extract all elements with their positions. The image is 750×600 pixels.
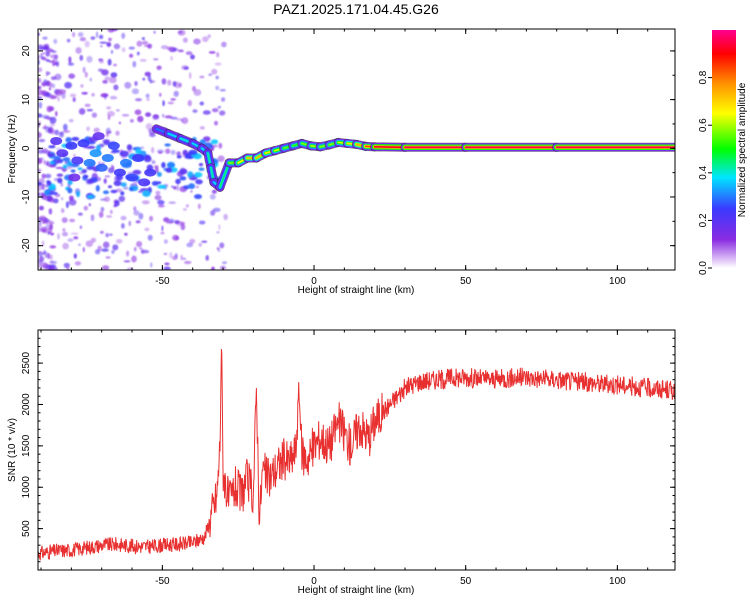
y-tick-label: 0 (21, 145, 32, 151)
colorbar-tick-label: 0.2 (698, 213, 709, 227)
spectral-blob (92, 132, 105, 141)
spectral-blob (107, 141, 120, 150)
y-tick-label: 2500 (21, 352, 32, 375)
spectral-blob (83, 158, 96, 167)
spectral-blob (89, 149, 102, 158)
colorbar-tick-label: 0.0 (698, 261, 709, 275)
spectrogram-frame (37, 28, 676, 271)
colorbar-label: Normalized spectral amplitude (737, 82, 748, 217)
x-tick-label: 50 (460, 576, 472, 587)
y-tick-label: 2000 (21, 393, 32, 416)
noise-speckle (38, 29, 228, 270)
snr-axis-ticks: -50 0 50 100 500 1000 1500 2000 2500 (21, 329, 675, 587)
x-tick-label: 0 (311, 576, 317, 587)
spectral-blob (68, 173, 81, 182)
y-tick-label: -20 (21, 238, 32, 253)
spectral-blob (50, 137, 63, 145)
ridge-layer (151, 124, 675, 192)
snr-frame (37, 329, 676, 571)
spectral-blob (138, 178, 151, 187)
spectrogram-axis-ticks: -50 0 50 100 -20 -10 0 10 20 (21, 29, 675, 287)
snr-xlabel: Height of straight line (km) (298, 585, 415, 596)
colorbar: 0.0 0.2 0.4 0.6 0.8 Normalized spectral ampl… (698, 30, 748, 275)
spectral-blob (71, 156, 84, 165)
snr-ylabel: SNR (10 * v/v) (7, 418, 18, 482)
snr-panel: -50 0 50 100 500 1000 1500 2000 2500 Height of s… (7, 329, 676, 596)
blob-layer (50, 132, 157, 187)
spectrogram-plot-area (38, 29, 675, 270)
spectral-blob (65, 141, 78, 150)
colorbar-gradient (712, 30, 736, 268)
spectral-blob (101, 154, 114, 162)
spectrogram-ylabel: Frequency (Hz) (7, 115, 18, 184)
y-tick-label: 1500 (21, 434, 32, 457)
chart-title: PAZ1.2025.171.04.45.G26 (273, 1, 439, 17)
x-tick-label: 100 (609, 576, 626, 587)
y-tick-label: 1000 (21, 476, 32, 499)
y-tick-label: 20 (21, 45, 32, 57)
x-tick-label: -50 (155, 576, 170, 587)
spectral-blob (144, 168, 157, 177)
spectral-blob (95, 163, 108, 172)
colorbar-tick-label: 0.6 (698, 118, 709, 132)
x-tick-label: 50 (460, 276, 472, 287)
colorbar-tick-label: 0.4 (698, 165, 709, 179)
spectral-blob (56, 149, 69, 158)
spectrogram-xlabel: Height of straight line (km) (298, 285, 415, 296)
y-tick-label: 500 (21, 520, 32, 537)
x-tick-label: -50 (155, 276, 170, 287)
colorbar-ticks: 0.0 0.2 0.4 0.6 0.8 (698, 70, 712, 275)
spectrogram-panel: -50 0 50 100 -20 -10 0 10 20 Height of straight … (7, 28, 676, 296)
y-tick-label: -10 (21, 189, 32, 204)
spectral-blob (126, 173, 138, 182)
spectral-blob (120, 158, 132, 167)
snr-series-line (38, 348, 675, 561)
x-tick-label: 100 (609, 276, 626, 287)
colorbar-tick-label: 0.8 (698, 70, 709, 84)
y-tick-label: 10 (21, 94, 32, 106)
x-tick-label: 0 (311, 276, 317, 287)
spectral-blob (77, 139, 90, 148)
spectral-blob (113, 168, 126, 177)
spectral-blob (132, 154, 145, 162)
